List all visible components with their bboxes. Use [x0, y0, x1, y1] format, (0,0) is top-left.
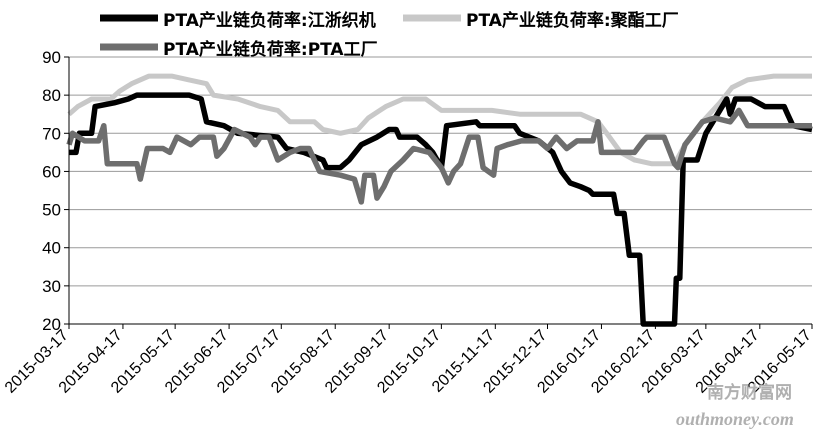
y-tick-label-50: 50 — [42, 201, 61, 220]
legend-label-jiangzhe: PTA产业链负荷率:江浙织机 — [163, 10, 376, 31]
watermark: 南方财富网 outhmoney.com — [676, 382, 794, 429]
legend-label-polyester: PTA产业链负荷率:聚酯工厂 — [466, 10, 679, 31]
y-tick-label-90: 90 — [42, 48, 61, 67]
y-tick-label-40: 40 — [42, 239, 61, 258]
y-tick-label-60: 60 — [42, 162, 61, 181]
series-line-0 — [69, 92, 813, 327]
y-tick-label-30: 30 — [42, 277, 61, 296]
y-axis-ticks: 20 30 40 50 60 70 80 90 — [42, 48, 69, 334]
axes — [68, 57, 812, 325]
series-line-1 — [67, 73, 812, 167]
y-tick-label-20: 20 — [42, 315, 61, 334]
chart-legend: PTA产业链负荷率:江浙织机 PTA产业链负荷率:聚酯工厂 PTA产业链负荷率:… — [100, 10, 679, 60]
y-tick-label-80: 80 — [42, 86, 61, 105]
watermark-brand-cn: 南方财富网 — [707, 382, 792, 403]
legend-label-pta: PTA产业链负荷率:PTA工厂 — [163, 39, 378, 60]
y-tick-label-70: 70 — [42, 124, 61, 143]
series-line-2 — [66, 107, 812, 205]
series-lines — [66, 73, 813, 327]
x-axis-ticks: 2015-03-172015-04-172015-05-172015-06-17… — [2, 324, 815, 397]
watermark-brand-en: outhmoney.com — [676, 409, 794, 429]
